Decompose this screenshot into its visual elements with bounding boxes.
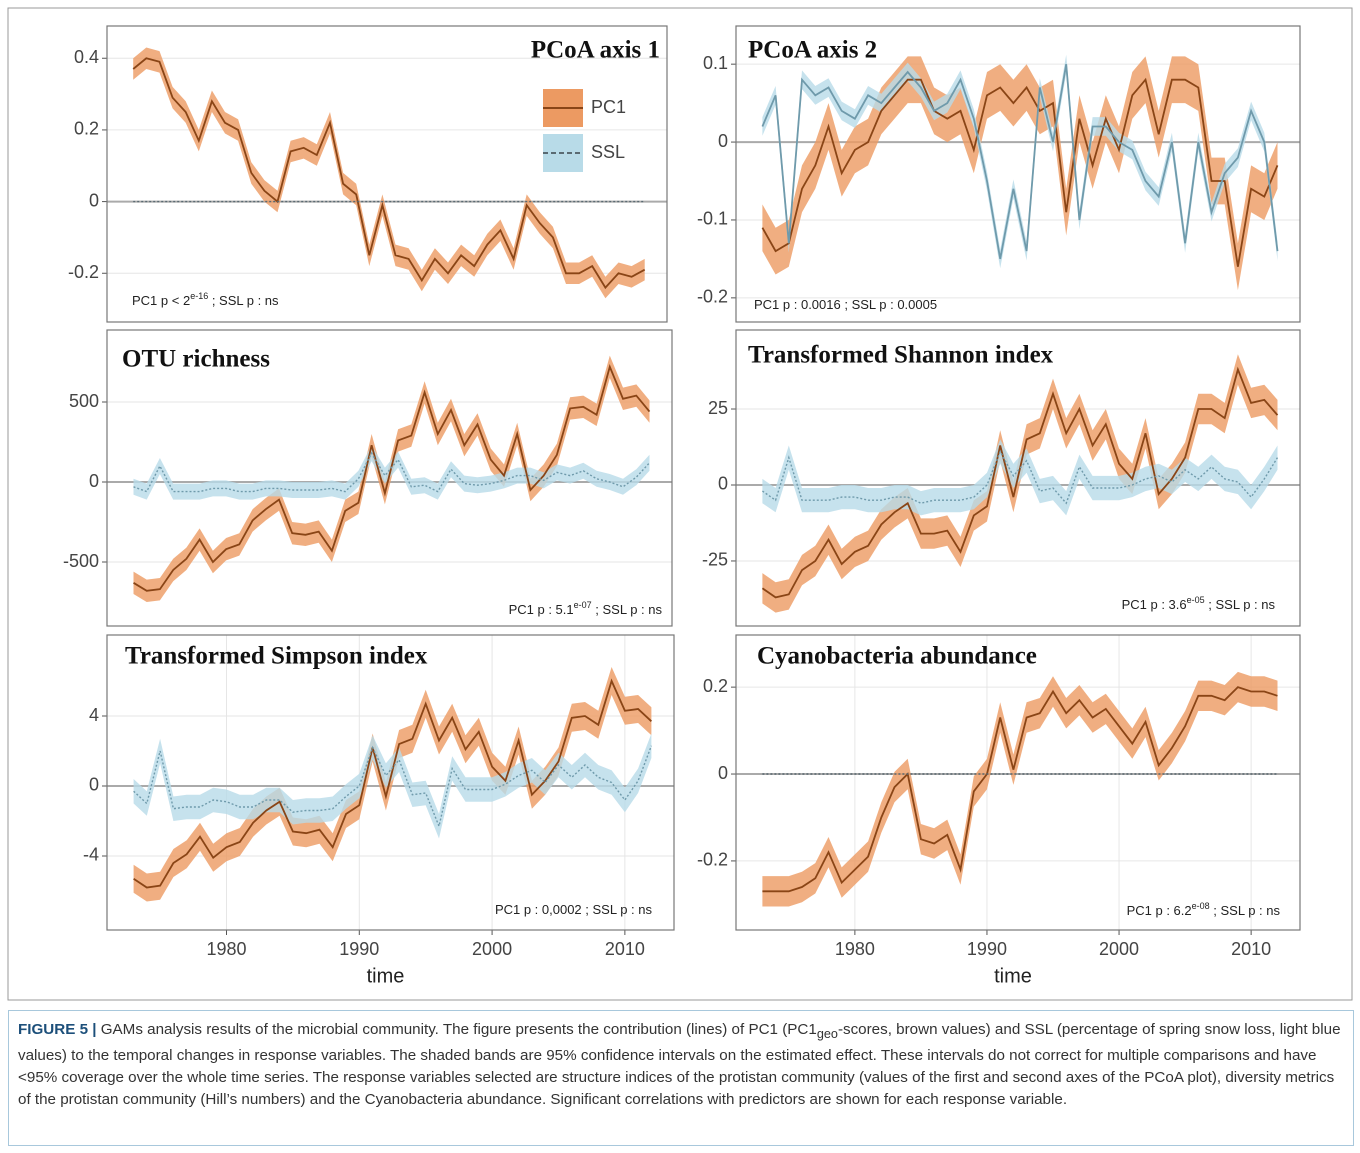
- plot-frame: [106, 25, 668, 323]
- x-tick-label: 2000: [1099, 939, 1139, 959]
- series-line: [762, 449, 1279, 505]
- series-line: [133, 451, 651, 493]
- annotation-part: ; SSL p : ns: [592, 602, 663, 617]
- annotation-part: PC1 p : 3.6: [1122, 597, 1187, 612]
- plot-frame: [735, 25, 1301, 323]
- plot-background: [736, 635, 1300, 930]
- y-tick-label: 25: [708, 398, 728, 418]
- annotation: PC1 p < 2e-16 ; SSL p : ns: [132, 291, 279, 308]
- annotation-part: e-16: [190, 291, 208, 301]
- y-tick-label: 500: [69, 391, 99, 411]
- y-tick-label: -500: [63, 551, 99, 571]
- annotation-part: PC1 p : 5.1: [509, 602, 574, 617]
- y-tick-label: 0.4: [74, 47, 99, 67]
- annotation: PC1 p : 6.2e-08 ; SSL p : ns: [1127, 901, 1281, 918]
- series-line: [133, 678, 653, 889]
- y-tick-label: -0.2: [68, 262, 99, 282]
- annotation-part: e-07: [574, 600, 592, 610]
- confidence-band: [133, 445, 650, 500]
- annotation-part: PC1 p < 2: [132, 293, 190, 308]
- confidence-band: [762, 439, 1278, 516]
- confidence-band: [762, 354, 1278, 613]
- series-line: [761, 77, 1279, 267]
- panel-title: Transformed Simpson index: [125, 643, 428, 670]
- series-line: [761, 366, 1279, 599]
- plot-frame: [106, 329, 673, 627]
- figure: 0.4 0.2 0 -0.2 PCoA axis 1 PC1 p < 2e-16 ; SS…: [7, 7, 1353, 1001]
- annotation-part: e-08: [1192, 901, 1210, 911]
- y-tick-label: 0: [89, 775, 99, 795]
- confidence-band: [133, 47, 645, 299]
- y-tick-label: 0: [718, 763, 728, 783]
- y-tick-label: 0: [718, 131, 728, 151]
- annotation: PC1 p : 5.1e-07 ; SSL p : ns: [509, 600, 663, 617]
- y-tick-label: 0.2: [703, 676, 728, 696]
- y-tick-label: -25: [702, 550, 728, 570]
- series-line: [132, 57, 646, 290]
- panel-title: PCoA axis 1: [531, 37, 660, 64]
- y-tick-label: -0.1: [697, 209, 728, 229]
- annotation-part: e-05: [1187, 595, 1205, 605]
- plot-frame: [735, 329, 1301, 627]
- annotation-part: PC1 p : 0.0016 ; SSL p : 0.0005: [754, 297, 937, 312]
- panel-title: Cyanobacteria abundance: [757, 643, 1037, 670]
- panel-title: PCoA axis 2: [748, 37, 877, 64]
- caption-label: FIGURE 5 |: [18, 1021, 97, 1038]
- series-line: [762, 686, 1278, 893]
- annotation: PC1 p : 0.0016 ; SSL p : 0.0005: [754, 297, 937, 312]
- y-tick-label: -4: [83, 845, 99, 865]
- y-tick-label: 0.1: [703, 53, 728, 73]
- x-tick-label: 2000: [472, 939, 512, 959]
- caption-sub: geo: [816, 1027, 838, 1042]
- figure-frame: [7, 7, 1353, 1001]
- x-axis-label: time: [367, 965, 405, 987]
- x-tick-label: 1990: [339, 939, 379, 959]
- y-tick-label: 0: [89, 190, 99, 210]
- series-line: [133, 745, 653, 829]
- panel-title: Transformed Shannon index: [748, 342, 1054, 369]
- x-tick-label: 1990: [967, 939, 1007, 959]
- x-tick-label: 2010: [1231, 939, 1271, 959]
- annotation: PC1 p : 0,0002 ; SSL p : ns: [495, 902, 653, 917]
- plot-frame: [106, 634, 675, 931]
- confidence-band: [762, 56, 1278, 291]
- x-tick-label: 1980: [835, 939, 875, 959]
- series-line: [761, 64, 1279, 260]
- annotation: PC1 p : 3.6e-05 ; SSL p : ns: [1122, 595, 1276, 612]
- annotation-part: ; SSL p : ns: [1205, 597, 1276, 612]
- legend-label: SSL: [591, 142, 625, 162]
- panel-title: OTU richness: [122, 346, 270, 373]
- annotation-part: ; SSL p : ns: [208, 293, 279, 308]
- confidence-band: [133, 733, 652, 839]
- caption-text: -scores, brown values) and SSL (percenta…: [18, 1021, 1341, 1109]
- plot-frame: [735, 634, 1301, 931]
- caption-text: GAMs analysis results of the microbial c…: [96, 1021, 817, 1038]
- x-tick-label: 2010: [605, 939, 645, 959]
- x-tick-label: 1980: [206, 939, 246, 959]
- annotation-part: PC1 p : 0,0002 ; SSL p : ns: [495, 902, 653, 917]
- annotation-part: PC1 p : 6.2: [1127, 903, 1192, 918]
- caption: FIGURE 5 | GAMs analysis results of the …: [8, 1010, 1354, 1146]
- y-tick-label: -0.2: [697, 850, 728, 870]
- y-tick-label: 0.2: [74, 119, 99, 139]
- annotation-part: ; SSL p : ns: [1210, 903, 1281, 918]
- legend-label: PC1: [591, 97, 626, 117]
- y-tick-label: -0.2: [697, 287, 728, 307]
- y-tick-label: 4: [89, 705, 99, 725]
- x-axis-label: time: [994, 965, 1032, 987]
- y-tick-label: 0: [718, 474, 728, 494]
- y-tick-label: 0: [89, 471, 99, 491]
